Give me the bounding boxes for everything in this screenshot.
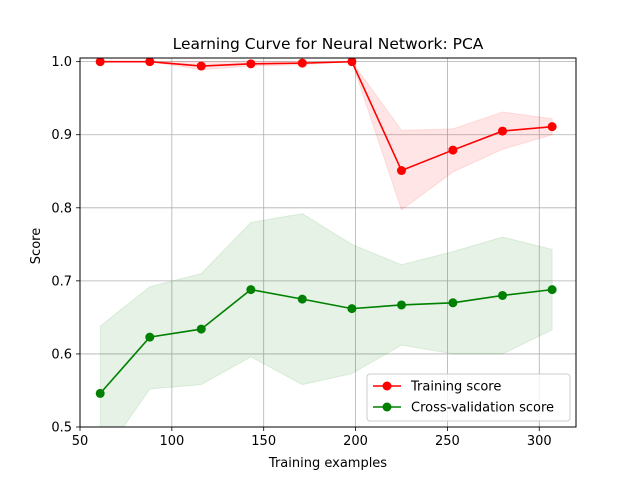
series-lines (95, 58, 557, 398)
plot-frame (79, 57, 577, 428)
y-axis-label: Score (29, 228, 44, 264)
training-score-point (448, 145, 458, 155)
cross-validation-score-point (95, 388, 105, 398)
cross-validation-score-point (145, 332, 155, 342)
training-score-point (196, 61, 206, 71)
y-tick-label: 0.5 (51, 421, 72, 436)
y-tick-label: 1.0 (51, 55, 72, 70)
legend: Training score Cross-validation score (366, 373, 571, 422)
legend-cross-validation-label: Cross-validation score (411, 401, 554, 416)
cross-validation-score-point (347, 304, 357, 314)
training-score-point (297, 58, 307, 68)
cross-validation-score-line (99, 288, 553, 394)
training-score-point (396, 166, 406, 176)
training-score-point (246, 59, 256, 69)
confidence-bands (99, 61, 553, 427)
x-tick-label: 50 (72, 434, 89, 449)
chart-title: Learning Curve for Neural Network: PCA (173, 35, 484, 53)
cross-validation-score-point (498, 290, 508, 300)
cross-validation-score-point (196, 324, 206, 334)
y-tick-label: 0.8 (51, 201, 72, 216)
x-tick-label: 150 (251, 434, 276, 449)
legend-training-label: Training score (410, 380, 501, 395)
y-tick-label: 0.6 (51, 347, 72, 362)
training-score-point (145, 58, 155, 67)
training-score-point (347, 58, 357, 67)
cross-validation-score-point (396, 300, 406, 310)
x-tick-label: 100 (159, 434, 184, 449)
cross-validation-score-point (448, 298, 458, 308)
axis-ticks: 50 100 150 200 250 300 0.5 0.6 0.7 0.8 0.9 1.0 (51, 55, 551, 449)
legend-box (366, 373, 571, 422)
x-tick-label: 250 (435, 434, 460, 449)
training-score-point (95, 58, 105, 67)
x-axis-label: Training examples (268, 456, 387, 471)
training-score-point (547, 122, 557, 132)
y-tick-label: 0.9 (51, 128, 72, 143)
cross-validation-score-point (246, 285, 256, 295)
legend-training-marker (382, 381, 392, 391)
cross-validation-score-point (547, 285, 557, 295)
x-tick-label: 300 (527, 434, 552, 449)
legend-cross-validation-marker (382, 402, 392, 412)
training-score-line (100, 60, 553, 172)
y-tick-label: 0.7 (51, 274, 72, 289)
cross-validation-score-point (297, 294, 307, 304)
training-score-point (498, 126, 508, 136)
cross-validation-score-band (99, 213, 553, 427)
x-tick-label: 200 (343, 434, 368, 449)
